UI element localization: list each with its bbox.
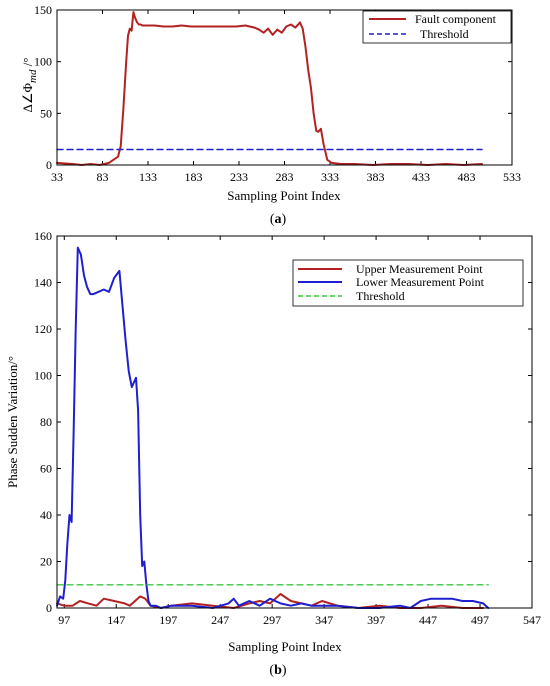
chart-a-legend-label-fault: Fault component (415, 12, 497, 26)
chart-a-y-axis-label: Δ∠Φmd /° (20, 57, 39, 112)
chart-a-x-axis-label: Sampling Point Index (227, 188, 341, 203)
chart-a-x-tick-label: 233 (230, 170, 248, 184)
chart-a-y-tick-label: 50 (40, 106, 52, 120)
chart-b: 97 147 197 247 297 347 397 447 497 547 0 20 40 60 80 10… (5, 229, 541, 678)
chart-b-y-tick-label: 100 (34, 369, 52, 383)
chart-b-x-tick-label: 397 (367, 613, 385, 627)
chart-b-y-tick-label: 40 (40, 508, 52, 522)
chart-b-x-tick-label: 547 (523, 613, 541, 627)
chart-a-y-axis-label-main: Δ∠Φ (20, 83, 35, 113)
chart-a-plot-frame (56, 9, 513, 166)
chart-a-series-fault-line (56, 11, 483, 166)
chart-b-legend: Upper Measurement Point Lower Measuremen… (292, 259, 524, 307)
chart-b-caption-close: ) (282, 663, 287, 678)
chart-a-legend-label-threshold: Threshold (420, 27, 469, 41)
chart-b-y-axis-label: Phase Sudden Variation/° (5, 356, 20, 488)
chart-b-x-tick-label: 447 (419, 613, 437, 627)
chart-a-caption-open: ( (270, 212, 275, 227)
chart-a-caption: (a) (270, 212, 287, 227)
chart-b-caption-open: ( (269, 663, 274, 678)
chart-a-caption-letter: a (275, 212, 282, 227)
chart-a-x-tick-label: 483 (458, 170, 476, 184)
chart-a-x-tick-label: 33 (51, 170, 63, 184)
chart-a-y-tick-label: 100 (34, 55, 52, 69)
chart-a-x-tick-label: 133 (139, 170, 157, 184)
chart-b-x-tick-label: 497 (471, 613, 489, 627)
chart-a-x-tick-label: 183 (185, 170, 203, 184)
chart-b-plot-frame (56, 235, 533, 609)
chart-a-y-axis-label-unit: /° (20, 57, 35, 69)
chart-b-grid: 97 147 197 247 297 347 397 447 497 547 0 20 40 60 80 10… (34, 229, 541, 627)
chart-a-x-tick-label: 383 (367, 170, 385, 184)
chart-b-y-tick-label: 120 (34, 322, 52, 336)
chart-a-legend: Fault component Threshold (362, 10, 512, 44)
chart-a-y-tick-label: 150 (34, 3, 52, 17)
chart-b-y-tick-label: 80 (40, 415, 52, 429)
chart-a: 33 83 133 183 233 283 333 383 433 483 533 0 50 100 150… (20, 3, 521, 227)
chart-b-caption: (b) (269, 663, 286, 678)
chart-b-x-tick-label: 347 (315, 613, 333, 627)
chart-a-caption-close: ) (282, 212, 287, 227)
chart-b-x-axis-label: Sampling Point Index (228, 639, 342, 654)
chart-b-legend-label-threshold: Threshold (356, 289, 405, 303)
chart-a-x-tick-label: 533 (503, 170, 521, 184)
chart-a-y-tick-label: 0 (46, 158, 52, 172)
chart-b-x-tick-label: 97 (58, 613, 70, 627)
chart-b-y-tick-label: 0 (46, 601, 52, 615)
chart-a-y-axis-label-subscript: md (27, 69, 39, 83)
chart-b-caption-letter: b (274, 663, 282, 678)
chart-b-x-tick-label: 197 (159, 613, 177, 627)
chart-a-x-tick-label: 83 (97, 170, 109, 184)
chart-b-legend-label-upper: Upper Measurement Point (356, 262, 483, 276)
chart-a-series (56, 11, 483, 166)
chart-a-grid: 33 83 133 183 233 283 333 383 433 483 533 0 50 100 150 (34, 3, 521, 184)
chart-b-x-tick-label: 247 (211, 613, 229, 627)
chart-b-y-tick-label: 160 (34, 229, 52, 243)
chart-a-x-tick-label: 283 (276, 170, 294, 184)
chart-b-y-tick-label: 60 (40, 462, 52, 476)
chart-b-x-tick-label: 147 (107, 613, 125, 627)
chart-b-legend-label-lower: Lower Measurement Point (356, 275, 485, 289)
chart-a-x-tick-label: 333 (321, 170, 339, 184)
chart-b-y-tick-label: 140 (34, 276, 52, 290)
chart-b-x-tick-label: 297 (263, 613, 281, 627)
chart-b-y-tick-label: 20 (40, 555, 52, 569)
chart-a-legend-box (362, 10, 512, 44)
chart-a-x-tick-label: 433 (412, 170, 430, 184)
